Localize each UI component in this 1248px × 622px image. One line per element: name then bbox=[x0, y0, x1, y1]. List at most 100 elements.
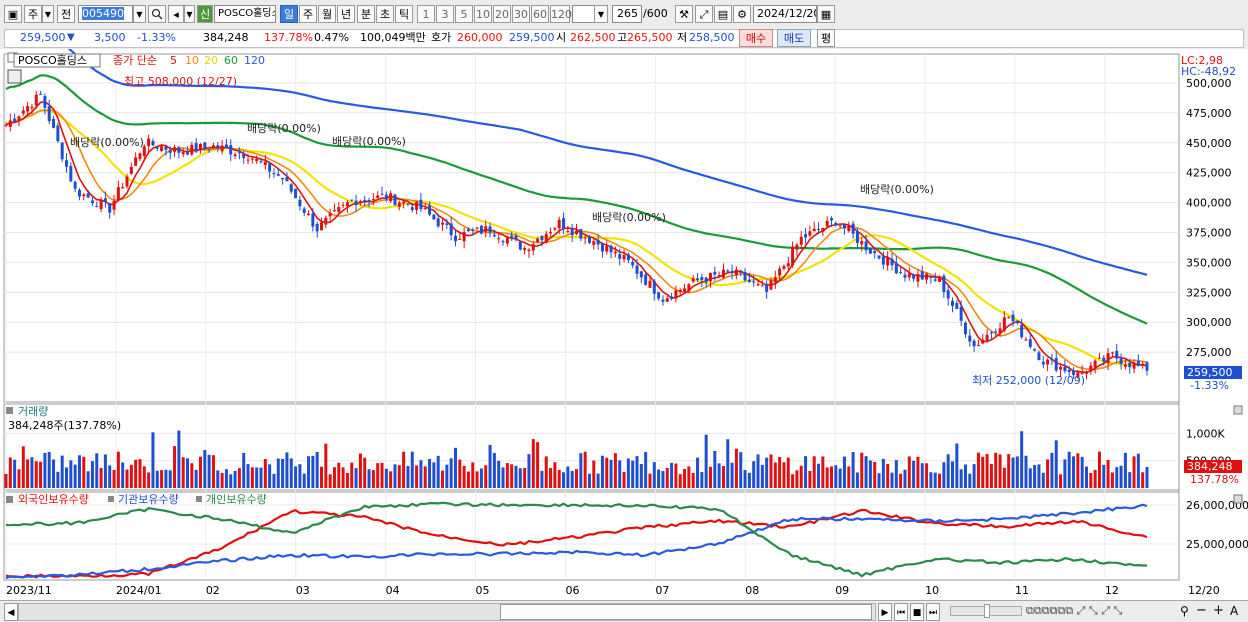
panel-toggle-icon[interactable] bbox=[6, 407, 13, 414]
period-month-button[interactable]: 월 bbox=[318, 5, 336, 23]
chart-canvas[interactable]: 275,000 300,000 325,000 350,000 375,000 400,0… bbox=[0, 33, 1248, 600]
volume-bar bbox=[955, 443, 959, 488]
candle-body bbox=[553, 228, 557, 230]
stock-code-input[interactable]: 005490 bbox=[78, 5, 133, 23]
tools-icon[interactable]: ⚒ bbox=[675, 5, 693, 23]
zoom-icon[interactable]: ⚲ bbox=[1180, 604, 1189, 618]
volume-bar bbox=[479, 468, 483, 488]
chevron-down-icon[interactable]: ▼ bbox=[42, 5, 54, 23]
candle-body bbox=[462, 232, 466, 242]
volume-bar bbox=[229, 474, 233, 488]
volume-bar bbox=[981, 456, 985, 488]
window-icon[interactable]: ▣ bbox=[4, 5, 22, 23]
period-day-button[interactable]: 일 bbox=[280, 5, 298, 23]
high-label: 고 bbox=[617, 31, 628, 44]
count-input[interactable]: 265 bbox=[612, 5, 642, 23]
chevron-down-icon[interactable]: ▼ bbox=[133, 5, 146, 23]
interval-button[interactable]: 20 bbox=[493, 5, 511, 23]
volume-bar bbox=[1123, 452, 1127, 488]
scrollbar-thumb[interactable] bbox=[500, 604, 872, 620]
candle-body bbox=[696, 278, 700, 281]
scroll-left-icon[interactable]: ◀ bbox=[4, 603, 18, 621]
candle-body bbox=[855, 231, 859, 243]
zoom-slider-handle[interactable] bbox=[984, 604, 990, 618]
candle-body bbox=[1076, 371, 1080, 378]
period-second-button[interactable]: 초 bbox=[376, 5, 394, 23]
interval-button[interactable]: 1 bbox=[417, 5, 435, 23]
gear-icon[interactable]: ⚙ bbox=[733, 5, 751, 23]
eval-button[interactable]: 평 bbox=[817, 29, 835, 47]
volume-bar bbox=[432, 462, 436, 488]
interval-button[interactable]: 5 bbox=[455, 5, 473, 23]
info-badge[interactable]: 신 bbox=[197, 5, 213, 23]
stop-icon[interactable]: ■ bbox=[910, 603, 924, 621]
volume-bar bbox=[665, 468, 669, 488]
volume-bar bbox=[834, 465, 838, 488]
candle-body bbox=[320, 222, 324, 231]
holding-label-individual: 개인보유수량 bbox=[206, 493, 267, 506]
interval-button[interactable]: 60 bbox=[531, 5, 549, 23]
volume-bar bbox=[899, 473, 903, 488]
y-tick-labels: 275,000 300,000 325,000 350,000 375,000 400,0… bbox=[1186, 77, 1248, 551]
volume-bar bbox=[864, 456, 868, 488]
candle-body bbox=[829, 218, 833, 221]
draw-icon[interactable]: ⤢ bbox=[695, 5, 713, 23]
volume-bar bbox=[773, 462, 777, 488]
volume-bar bbox=[142, 466, 146, 488]
volume-bar bbox=[216, 470, 220, 488]
jump-start-icon[interactable]: ⏮ bbox=[894, 603, 908, 621]
interval-button[interactable]: 30 bbox=[512, 5, 530, 23]
scroll-right-icon[interactable]: ▶ bbox=[878, 603, 892, 621]
chart-area[interactable]: 275,000 300,000 325,000 350,000 375,000 400,0… bbox=[0, 33, 1248, 600]
font-size-icon[interactable]: A bbox=[1230, 604, 1239, 618]
buy-button[interactable]: 매수 bbox=[739, 29, 773, 47]
period-tick-button[interactable]: 틱 bbox=[395, 5, 413, 23]
period-week-button[interactable]: 주 bbox=[299, 5, 317, 23]
candle-body bbox=[4, 124, 8, 126]
interval-button[interactable]: 120 bbox=[550, 5, 572, 23]
zoom-in-icon[interactable]: + bbox=[1213, 603, 1224, 618]
calendar-icon[interactable]: ▦ bbox=[817, 5, 835, 23]
volume-bar bbox=[47, 451, 51, 488]
volume-bar bbox=[380, 462, 384, 488]
sell-button[interactable]: 매도 bbox=[777, 29, 811, 47]
candle-body bbox=[419, 199, 423, 210]
volume-bar bbox=[549, 468, 553, 488]
interval-button[interactable]: 10 bbox=[474, 5, 492, 23]
candle-body bbox=[609, 245, 613, 253]
candle-body bbox=[976, 345, 980, 347]
last-price-value: 259,500 bbox=[1187, 366, 1233, 379]
candle-body bbox=[562, 218, 566, 230]
candle-body bbox=[1054, 358, 1058, 371]
volume-bar bbox=[704, 434, 708, 488]
volume-bar bbox=[471, 462, 475, 488]
period-year-button[interactable]: 년 bbox=[337, 5, 355, 23]
search-icon[interactable] bbox=[148, 5, 166, 23]
speaker-icon[interactable]: ◂ bbox=[168, 5, 184, 23]
interval-button[interactable]: 3 bbox=[436, 5, 454, 23]
candle-body bbox=[466, 229, 470, 232]
candle-body bbox=[1037, 352, 1041, 361]
save-icon[interactable]: ▤ bbox=[714, 5, 732, 23]
candle-body bbox=[56, 125, 60, 142]
period-minute-button[interactable]: 분 bbox=[357, 5, 375, 23]
candle-body bbox=[994, 331, 998, 333]
ma-legend-5: 5 bbox=[170, 54, 177, 67]
chevron-down-icon[interactable]: ▼ bbox=[184, 5, 195, 23]
close-icon[interactable] bbox=[1233, 405, 1243, 415]
close-icon[interactable] bbox=[1233, 494, 1243, 504]
zoom-out-icon[interactable]: − bbox=[1196, 603, 1207, 618]
view-mode-icons[interactable]: ⧉⧉⧉⧉⧉⧉ ⤢ ⤡ ⤢ ⤡ bbox=[1026, 604, 1123, 617]
x-axis-right-label: 12/20 bbox=[1188, 584, 1220, 597]
play-icon[interactable]: ⏭ bbox=[926, 603, 940, 621]
quote-volume: 384,248 bbox=[203, 31, 249, 44]
grid-toggle-icon[interactable] bbox=[7, 69, 22, 84]
chevron-down-icon[interactable]: ▼ bbox=[594, 5, 608, 23]
panel-toggle-icon[interactable] bbox=[6, 496, 13, 503]
candle-body bbox=[708, 272, 712, 282]
mode-select[interactable]: 주 bbox=[24, 5, 42, 23]
prev-button[interactable]: 전 bbox=[57, 5, 75, 23]
candle-body bbox=[428, 205, 432, 215]
volume-bar bbox=[367, 469, 371, 488]
date-input[interactable]: 2024/12/20 bbox=[753, 5, 817, 23]
